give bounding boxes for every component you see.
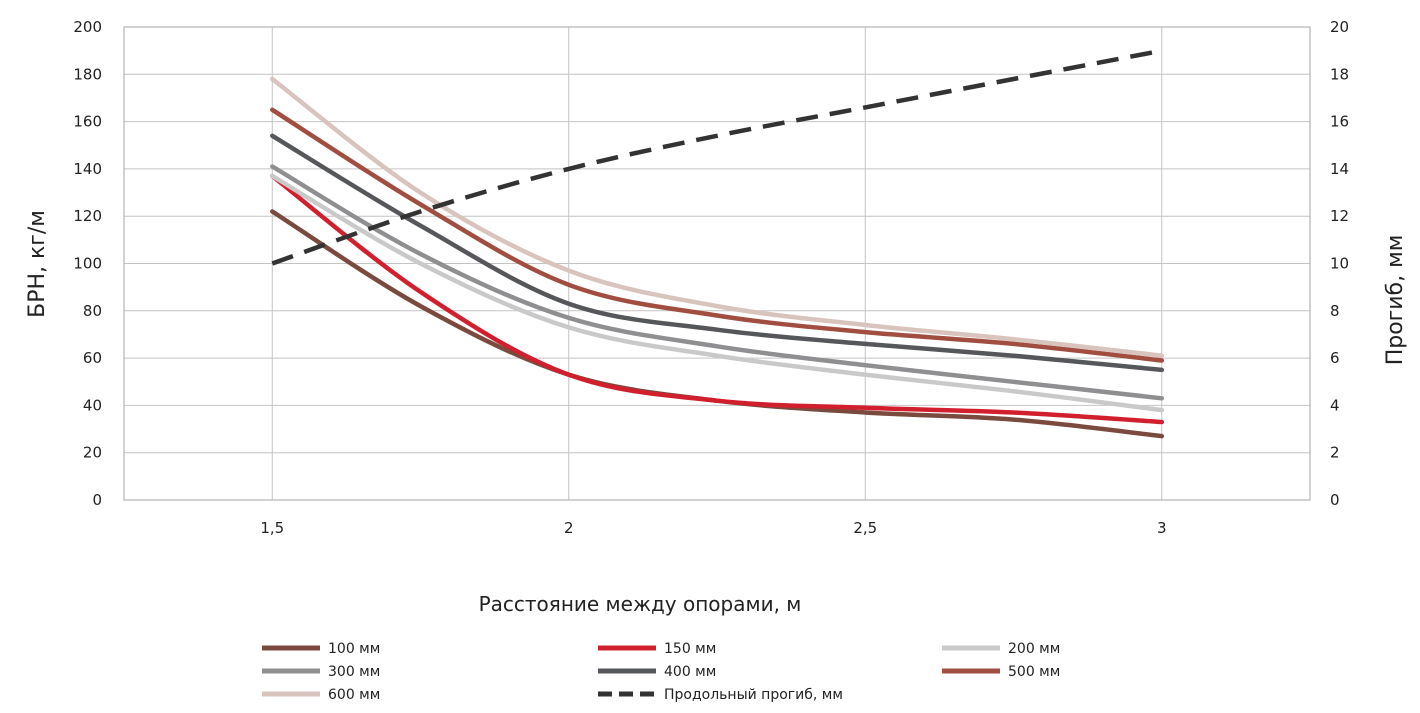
x-tick-label: 3 bbox=[1157, 519, 1167, 537]
y-right-tick-label: 12 bbox=[1330, 207, 1349, 225]
series-line-6 bbox=[270, 107, 1165, 363]
y-right-tick-label: 16 bbox=[1330, 113, 1349, 131]
legend-item: 200 мм bbox=[942, 641, 1060, 657]
legend-label: 200 мм bbox=[1008, 641, 1060, 657]
y-left-tick-label: 80 bbox=[83, 302, 102, 320]
legend-label: 600 мм bbox=[328, 687, 380, 703]
legend-label: Продольный прогиб, мм bbox=[664, 687, 843, 703]
legend-label: 400 мм bbox=[664, 664, 716, 680]
series-line-5 bbox=[270, 133, 1165, 373]
axis-ticks: 0 20 40 60 80 100 120 140 160 180 200 0 2 4 6 8 10 12 14 16… bbox=[73, 18, 1349, 537]
legend-label: 500 мм bbox=[1008, 664, 1060, 680]
y-left-tick-label: 200 bbox=[73, 18, 102, 36]
y-right-tick-label: 0 bbox=[1330, 491, 1340, 509]
series-line-7 bbox=[270, 76, 1165, 358]
legend-item: 100 мм bbox=[262, 641, 380, 657]
x-tick-label: 2,5 bbox=[853, 519, 877, 537]
x-tick-label: 1,5 bbox=[260, 519, 284, 537]
y-left-tick-label: 160 bbox=[73, 113, 102, 131]
y-right-tick-label: 18 bbox=[1330, 65, 1349, 83]
y-left-tick-label: 140 bbox=[73, 160, 102, 178]
legend-item: 150 мм bbox=[598, 641, 716, 657]
legend-item: 600 мм bbox=[262, 687, 380, 703]
y-left-tick-label: 40 bbox=[83, 396, 102, 414]
legend-label: 300 мм bbox=[328, 664, 380, 680]
x-axis-title: Расстояние между опорами, м bbox=[479, 592, 802, 616]
legend-label: 150 мм bbox=[664, 641, 716, 657]
y-left-tick-label: 180 bbox=[73, 65, 102, 83]
series-line-4 bbox=[270, 164, 1165, 401]
y-right-tick-label: 6 bbox=[1330, 349, 1340, 367]
series-line-2 bbox=[270, 173, 1165, 425]
legend-item: 300 мм bbox=[262, 664, 380, 680]
y-axis-right-title: Прогиб, мм bbox=[1383, 235, 1408, 366]
y-axis-left-title: БРН, кг/м bbox=[25, 210, 50, 318]
series-line-8 bbox=[271, 48, 1163, 266]
y-right-tick-label: 8 bbox=[1330, 302, 1340, 320]
y-left-tick-label: 20 bbox=[83, 444, 102, 462]
x-tick-label: 2 bbox=[564, 519, 574, 537]
y-right-tick-label: 14 bbox=[1330, 160, 1349, 178]
y-right-tick-label: 4 bbox=[1330, 396, 1340, 414]
legend: 100 мм 150 мм 200 мм 300 мм 400 мм 500 мм 600 … bbox=[262, 641, 1060, 703]
y-left-tick-label: 100 bbox=[73, 255, 102, 273]
legend-item: 400 мм bbox=[598, 664, 716, 680]
plot-frame bbox=[123, 26, 1311, 501]
y-right-tick-label: 20 bbox=[1330, 18, 1349, 36]
legend-item: Продольный прогиб, мм bbox=[598, 687, 843, 703]
y-left-tick-label: 0 bbox=[92, 491, 102, 509]
legend-label: 100 мм bbox=[328, 641, 380, 657]
legend-item: 500 мм bbox=[942, 664, 1060, 680]
y-left-tick-label: 120 bbox=[73, 207, 102, 225]
y-left-tick-label: 60 bbox=[83, 349, 102, 367]
series-lines bbox=[270, 48, 1165, 439]
series-line-3 bbox=[270, 173, 1165, 413]
y-right-tick-label: 2 bbox=[1330, 444, 1340, 462]
grid bbox=[124, 27, 1310, 500]
y-right-tick-label: 10 bbox=[1330, 255, 1349, 273]
